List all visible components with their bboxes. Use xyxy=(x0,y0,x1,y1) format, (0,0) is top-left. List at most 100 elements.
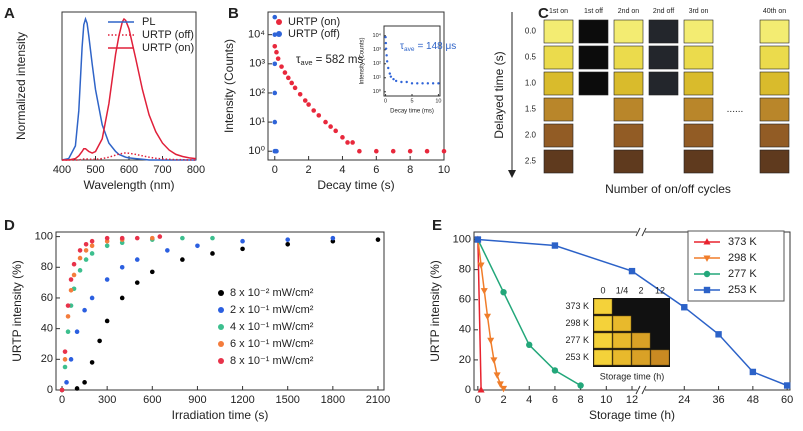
marker xyxy=(134,257,140,262)
annotation: τave = 148 μs xyxy=(400,41,456,53)
marker xyxy=(500,288,507,296)
legend-label: URTP (off) xyxy=(142,29,194,41)
legend-label: 4 x 10⁻¹ mW/cm² xyxy=(230,321,314,333)
axis-break-gap xyxy=(637,386,645,394)
x-tick-label: 600 xyxy=(143,394,161,406)
column-label: 1st on xyxy=(549,8,568,15)
marker xyxy=(385,60,389,63)
marker xyxy=(390,148,396,154)
marker xyxy=(297,91,303,97)
series-line xyxy=(62,17,197,161)
photo-off xyxy=(578,45,609,70)
panel-label: C xyxy=(538,5,549,22)
photo-on xyxy=(613,149,644,174)
legend-swatch xyxy=(218,324,224,330)
marker xyxy=(149,235,155,241)
marker xyxy=(97,338,102,344)
marker xyxy=(77,255,83,261)
y-axis-label: URTP intensity (%) xyxy=(428,260,442,362)
annotation-part: τ xyxy=(400,41,404,52)
y-tick-label: 10¹ xyxy=(249,116,265,128)
legend-label: 2 x 10⁻¹ mW/cm² xyxy=(230,304,314,316)
marker xyxy=(149,269,155,275)
legend-label: PL xyxy=(142,16,155,28)
photo-on xyxy=(759,71,790,96)
x-tick-label: 1500 xyxy=(275,394,299,406)
y-tick-label: 100 xyxy=(35,231,53,243)
y-tick-label: 10⁴ xyxy=(248,29,265,41)
marker xyxy=(483,313,492,321)
marker xyxy=(330,235,336,241)
marker xyxy=(384,35,387,39)
row-label: 1.0 xyxy=(525,79,537,88)
marker xyxy=(388,72,392,75)
x-tick-label: 5 xyxy=(410,98,413,104)
marker xyxy=(374,148,379,154)
y-tick-label: 10¹ xyxy=(373,75,381,81)
marker xyxy=(477,262,485,269)
marker xyxy=(64,380,69,385)
marker xyxy=(292,85,298,91)
marker xyxy=(165,248,170,253)
y-tick-label: 20 xyxy=(459,354,471,366)
photo-on xyxy=(613,123,644,148)
marker xyxy=(82,380,87,385)
marker xyxy=(577,382,584,389)
photo-on xyxy=(759,149,790,174)
marker xyxy=(431,82,435,85)
photo-off xyxy=(648,19,679,44)
column-label: 2nd on xyxy=(618,8,640,15)
marker xyxy=(628,267,636,275)
axis-break-mark xyxy=(641,227,647,237)
marker xyxy=(83,241,89,247)
y-tick-label: 10⁴ xyxy=(373,32,382,39)
legend-label: 373 K xyxy=(728,236,757,248)
photo-on xyxy=(683,97,714,122)
inset-column-label: 12 xyxy=(655,285,665,295)
legend-label: URTP (on) xyxy=(142,42,194,54)
y-tick-label: 10⁰ xyxy=(373,88,382,95)
x-tick-label: 700 xyxy=(153,164,171,176)
x-axis-label: Wavelength (nm) xyxy=(84,178,175,192)
marker xyxy=(389,75,393,78)
marker xyxy=(783,382,791,389)
row-label: 0.5 xyxy=(525,53,537,62)
legend-label: 8 x 10⁻² mW/cm² xyxy=(230,287,314,299)
marker xyxy=(490,357,498,364)
photo-on xyxy=(759,123,790,148)
inset-photo xyxy=(612,349,632,366)
marker xyxy=(62,357,68,362)
x-tick-label: 10 xyxy=(438,164,450,176)
inset-photo xyxy=(631,349,651,366)
marker xyxy=(272,14,278,20)
marker xyxy=(302,98,308,103)
marker xyxy=(551,242,559,249)
y-tick-label: 80 xyxy=(459,264,471,276)
legend-swatch xyxy=(276,19,282,25)
annotation-part: ave xyxy=(301,58,313,67)
marker xyxy=(285,241,291,247)
marker xyxy=(441,148,447,154)
marker xyxy=(68,287,74,293)
marker xyxy=(407,148,413,154)
inset-row-label: 253 K xyxy=(565,352,589,362)
y-axis-label: URTP intensity (%) xyxy=(10,260,24,362)
marker xyxy=(71,261,77,267)
x-tick-label: 60 xyxy=(781,394,793,406)
marker xyxy=(496,381,504,388)
photo-on xyxy=(543,71,574,96)
column-label: 3rd on xyxy=(689,8,709,15)
x-tick-label: 900 xyxy=(188,394,206,406)
x-axis-label: Decay time (ms) xyxy=(390,109,434,115)
photo-off xyxy=(578,19,609,44)
marker xyxy=(68,277,74,282)
photo-on xyxy=(543,97,574,122)
marker xyxy=(493,372,501,379)
marker xyxy=(274,148,279,154)
x-tick-label: 0 xyxy=(272,164,278,176)
photo-on xyxy=(543,19,574,44)
row-label: 1.5 xyxy=(525,105,537,114)
marker xyxy=(333,128,338,134)
y-axis-label: Intensity (Counts) xyxy=(222,39,236,133)
marker xyxy=(134,280,140,285)
